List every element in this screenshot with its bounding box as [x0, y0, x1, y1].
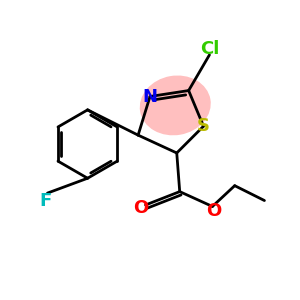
Text: F: F	[40, 191, 52, 209]
Text: O: O	[206, 202, 221, 220]
Text: N: N	[142, 88, 158, 106]
Text: Cl: Cl	[200, 40, 219, 58]
Text: S: S	[197, 117, 210, 135]
Ellipse shape	[140, 76, 211, 135]
Text: O: O	[134, 199, 149, 217]
